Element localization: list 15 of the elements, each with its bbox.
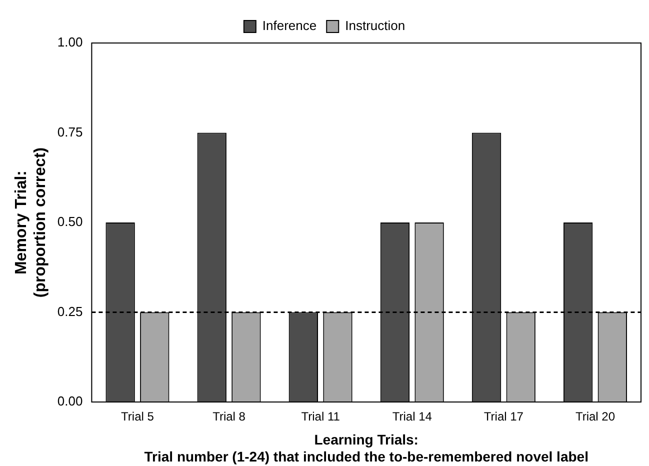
- y-tick-label: 1.00: [57, 34, 83, 50]
- x-tick-label: Trial 11: [301, 410, 340, 424]
- legend-label: Instruction: [345, 18, 406, 34]
- y-axis-title: Memory Trial: (proportion correct): [13, 147, 50, 298]
- legend-label: Inference: [262, 18, 317, 34]
- x-tick-label: Trial 5: [121, 410, 154, 424]
- x-tick-label: Trial 17: [484, 410, 524, 424]
- y-tick-label: 0.75: [57, 124, 83, 140]
- y-tick-label: 0.50: [57, 214, 83, 230]
- x-tick-label: Trial 14: [392, 410, 432, 424]
- x-tick-label: Trial 20: [575, 410, 616, 424]
- x-axis-title: Learning Trials: Trial number (1-24) that included the to-be-remembered novel label: [144, 432, 588, 464]
- x-tick-label: Trial 8: [212, 410, 246, 424]
- y-tick-label: 0.25: [57, 304, 83, 319]
- y-tick-label: 0.00: [57, 394, 83, 409]
